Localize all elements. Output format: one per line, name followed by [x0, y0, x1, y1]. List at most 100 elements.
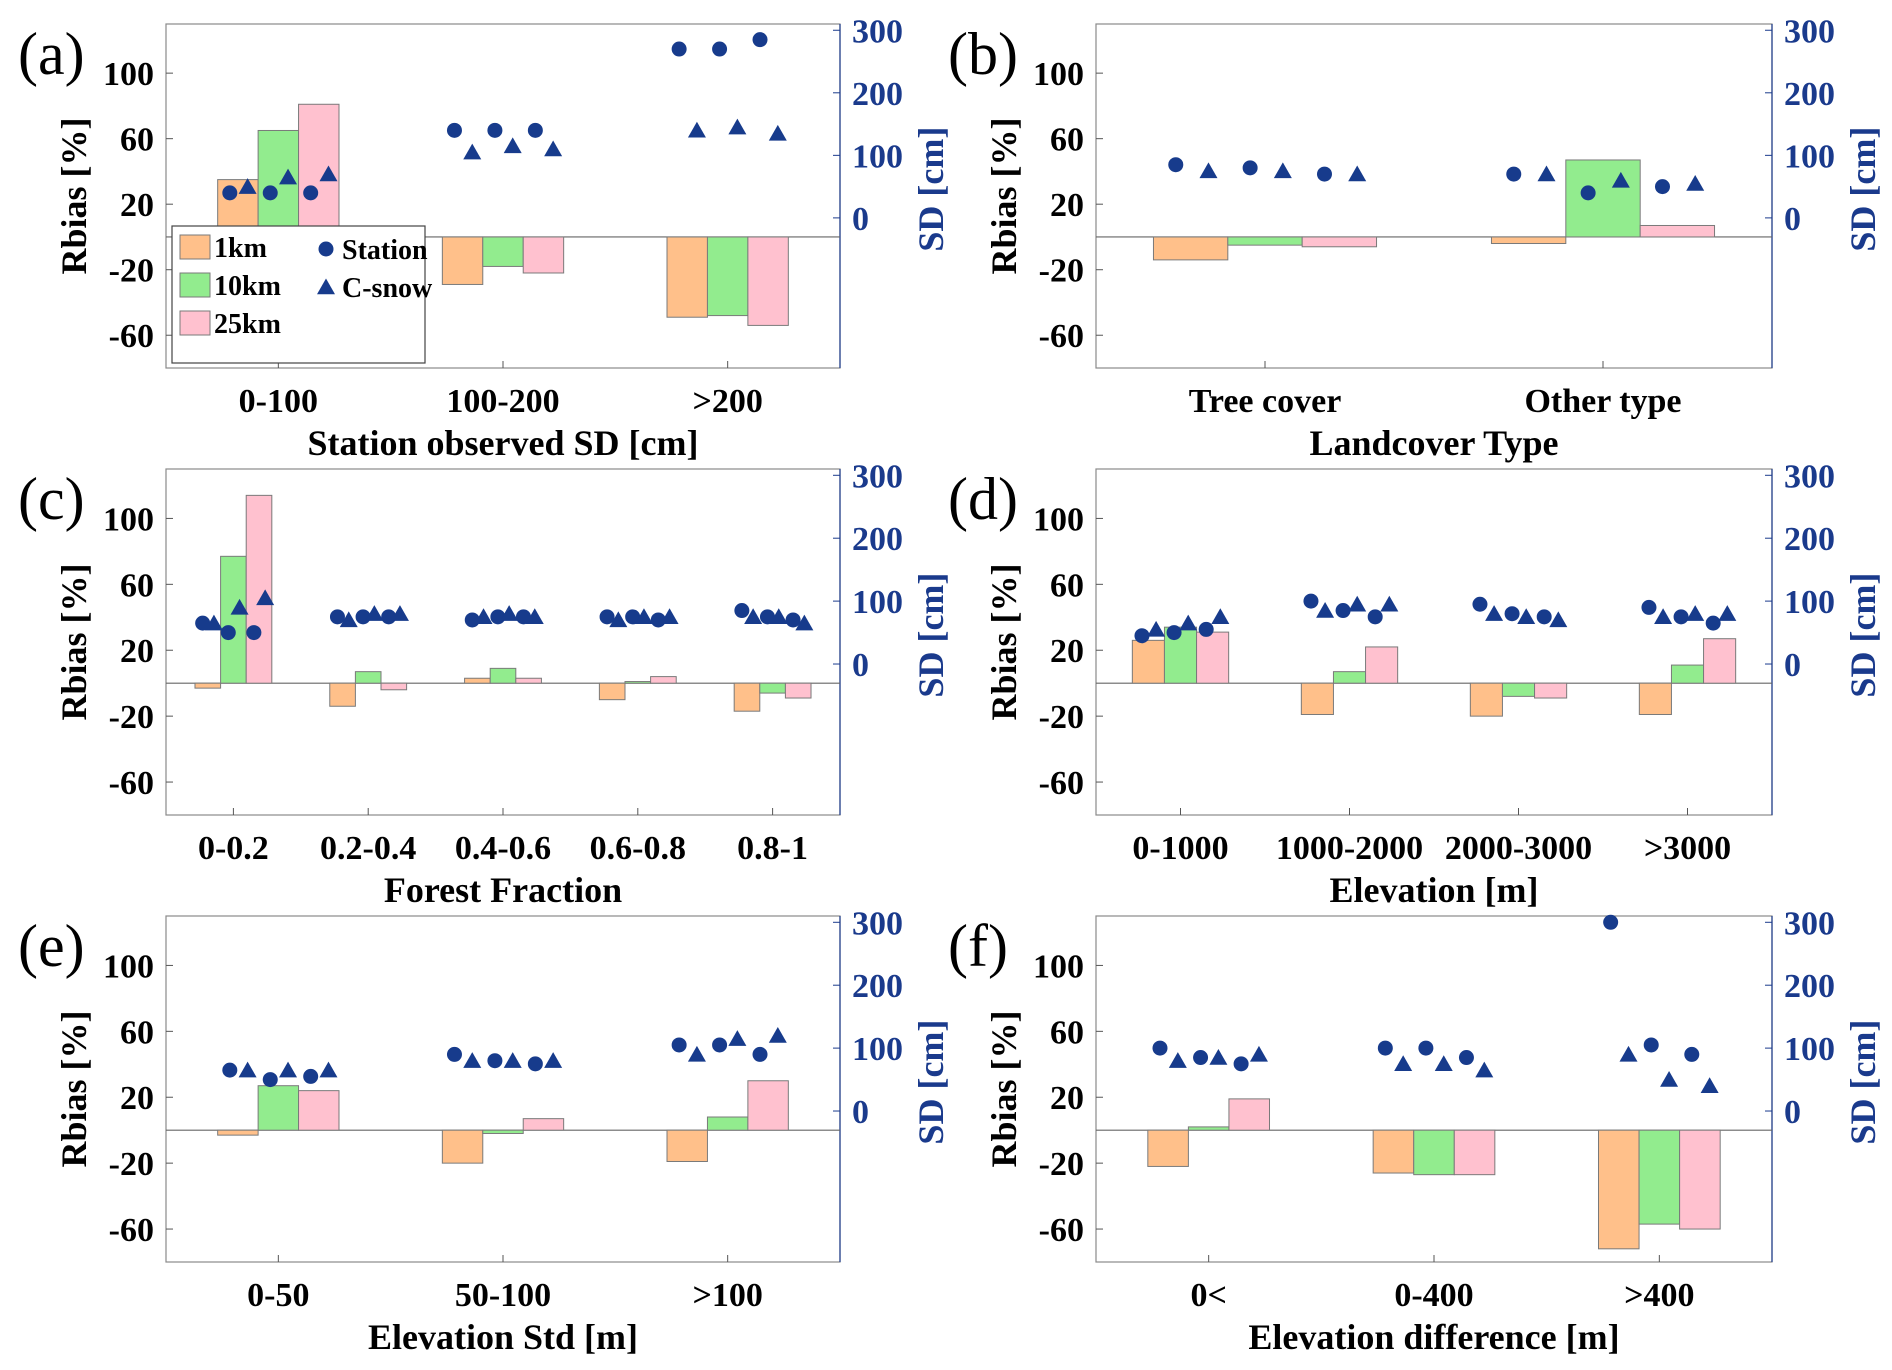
bar-1km-1: [441, 236, 484, 285]
station-marker: [1166, 625, 1182, 641]
csnow-marker: [795, 614, 814, 631]
y-tick-label: 60: [120, 1014, 154, 1051]
x-tick-label: 0.2-0.4: [320, 830, 416, 867]
y-tick-label: 100: [1033, 501, 1084, 538]
bar-25km-2: [747, 236, 789, 326]
x-tick-label: >200: [692, 383, 762, 420]
station-marker: [759, 609, 775, 625]
bar-1km-1: [441, 1129, 484, 1164]
bar-25km-2: [1679, 1129, 1721, 1230]
csnow-marker: [1209, 1048, 1228, 1065]
csnow-marker: [1549, 611, 1568, 628]
station-marker: [1641, 599, 1657, 615]
station-marker: [1193, 1050, 1209, 1066]
station-marker: [752, 1046, 768, 1062]
x-tick-label: 50-100: [455, 1277, 551, 1314]
y-tick-label: 60: [120, 567, 154, 604]
csnow-marker: [544, 140, 563, 157]
y-tick-label: 100: [1033, 948, 1084, 985]
csnow-marker: [1211, 608, 1230, 625]
bar-25km-0: [298, 1090, 340, 1131]
station-marker: [446, 1046, 462, 1062]
y2-tick-label: 200: [852, 76, 903, 113]
x-axis-label: Elevation [m]: [1330, 870, 1539, 910]
y2-tick-label: 200: [852, 521, 903, 558]
bar-1km-4: [733, 682, 761, 712]
y-axis-label: Rbias [%]: [54, 117, 94, 274]
csnow-marker: [204, 614, 223, 631]
x-tick-label: 0-100: [239, 383, 318, 420]
x-tick-label: Other type: [1524, 383, 1681, 420]
bar-25km-1: [1639, 224, 1716, 238]
station-marker: [222, 1062, 238, 1078]
y2-tick-label: 300: [852, 13, 903, 50]
csnow-marker: [687, 121, 706, 138]
station-marker: [1152, 1040, 1168, 1056]
x-tick-label: >400: [1624, 1277, 1694, 1314]
bar-10km-1: [482, 236, 524, 267]
y-tick-label: 100: [103, 948, 154, 985]
bar-25km-3: [1703, 638, 1737, 684]
panel-f: -60 -20 20 60 100 0 100 200 300 0< 0-400 >400Elevat…: [948, 905, 1883, 1357]
bar-1km-2: [464, 677, 491, 684]
station-marker: [262, 1072, 278, 1088]
csnow-marker: [544, 1052, 563, 1068]
y-tick-label: -60: [1039, 1212, 1084, 1249]
x-tick-label: >3000: [1644, 830, 1731, 867]
bar-1km-1: [1300, 682, 1334, 715]
y-axis-label: Rbias [%]: [54, 1010, 94, 1167]
station-marker: [446, 122, 462, 138]
x-tick-label: Tree cover: [1189, 383, 1342, 420]
bar-25km-0: [1196, 631, 1230, 684]
bar-10km-1: [1565, 159, 1641, 238]
panel-label: (a): [18, 21, 85, 87]
x-axis-label: Landcover Type: [1309, 423, 1558, 463]
station-marker: [1580, 185, 1596, 201]
y-axis-label: Rbias [%]: [984, 1010, 1024, 1167]
station-marker: [1303, 593, 1319, 609]
csnow-marker: [728, 118, 747, 135]
y2-tick-label: 100: [852, 584, 903, 621]
bar-10km-2: [1501, 682, 1536, 697]
csnow-marker: [463, 143, 482, 160]
y-tick-label: 100: [103, 56, 154, 93]
csnow-marker: [503, 1052, 522, 1068]
bar-10km-0: [257, 1085, 300, 1131]
bar-10km-1: [354, 671, 382, 684]
bar-25km-1: [522, 1118, 565, 1131]
legend-label: 10km: [214, 271, 281, 302]
legend-label: C-snow: [342, 273, 433, 304]
panel-label: (e): [18, 913, 85, 979]
bar-25km-1: [380, 682, 408, 691]
y-tick-label: -60: [1039, 765, 1084, 802]
csnow-marker: [1654, 608, 1673, 625]
x-tick-label: 100-200: [446, 383, 559, 420]
csnow-marker: [768, 124, 787, 141]
y-tick-label: 20: [1050, 633, 1084, 670]
station-marker: [1242, 160, 1258, 176]
csnow-marker: [634, 608, 653, 625]
station-marker: [1233, 1056, 1249, 1072]
station-marker: [1198, 621, 1214, 637]
station-marker: [487, 122, 503, 138]
bar-1km-3: [1638, 682, 1672, 715]
x-tick-label: >100: [692, 1277, 762, 1314]
csnow-marker: [1380, 595, 1399, 612]
x-tick-label: 0.4-0.6: [455, 830, 551, 867]
legend-swatch-10km: [179, 272, 211, 298]
bar-25km-0: [1228, 1098, 1271, 1131]
station-marker: [1472, 596, 1488, 612]
y-tick-label: 20: [120, 633, 154, 670]
y2-axis-label: SD [cm]: [911, 127, 951, 252]
csnow-marker: [390, 605, 409, 621]
legend-label: Station: [342, 235, 428, 266]
csnow-marker: [256, 589, 275, 606]
x-tick-label: 0-50: [247, 1277, 309, 1314]
csnow-marker: [1273, 162, 1292, 179]
y2-tick-label: 300: [1784, 905, 1835, 942]
station-marker: [487, 1053, 503, 1069]
bar-10km-2: [489, 667, 517, 684]
y2-tick-label: 0: [852, 201, 869, 238]
bar-10km-2: [1638, 1129, 1681, 1225]
